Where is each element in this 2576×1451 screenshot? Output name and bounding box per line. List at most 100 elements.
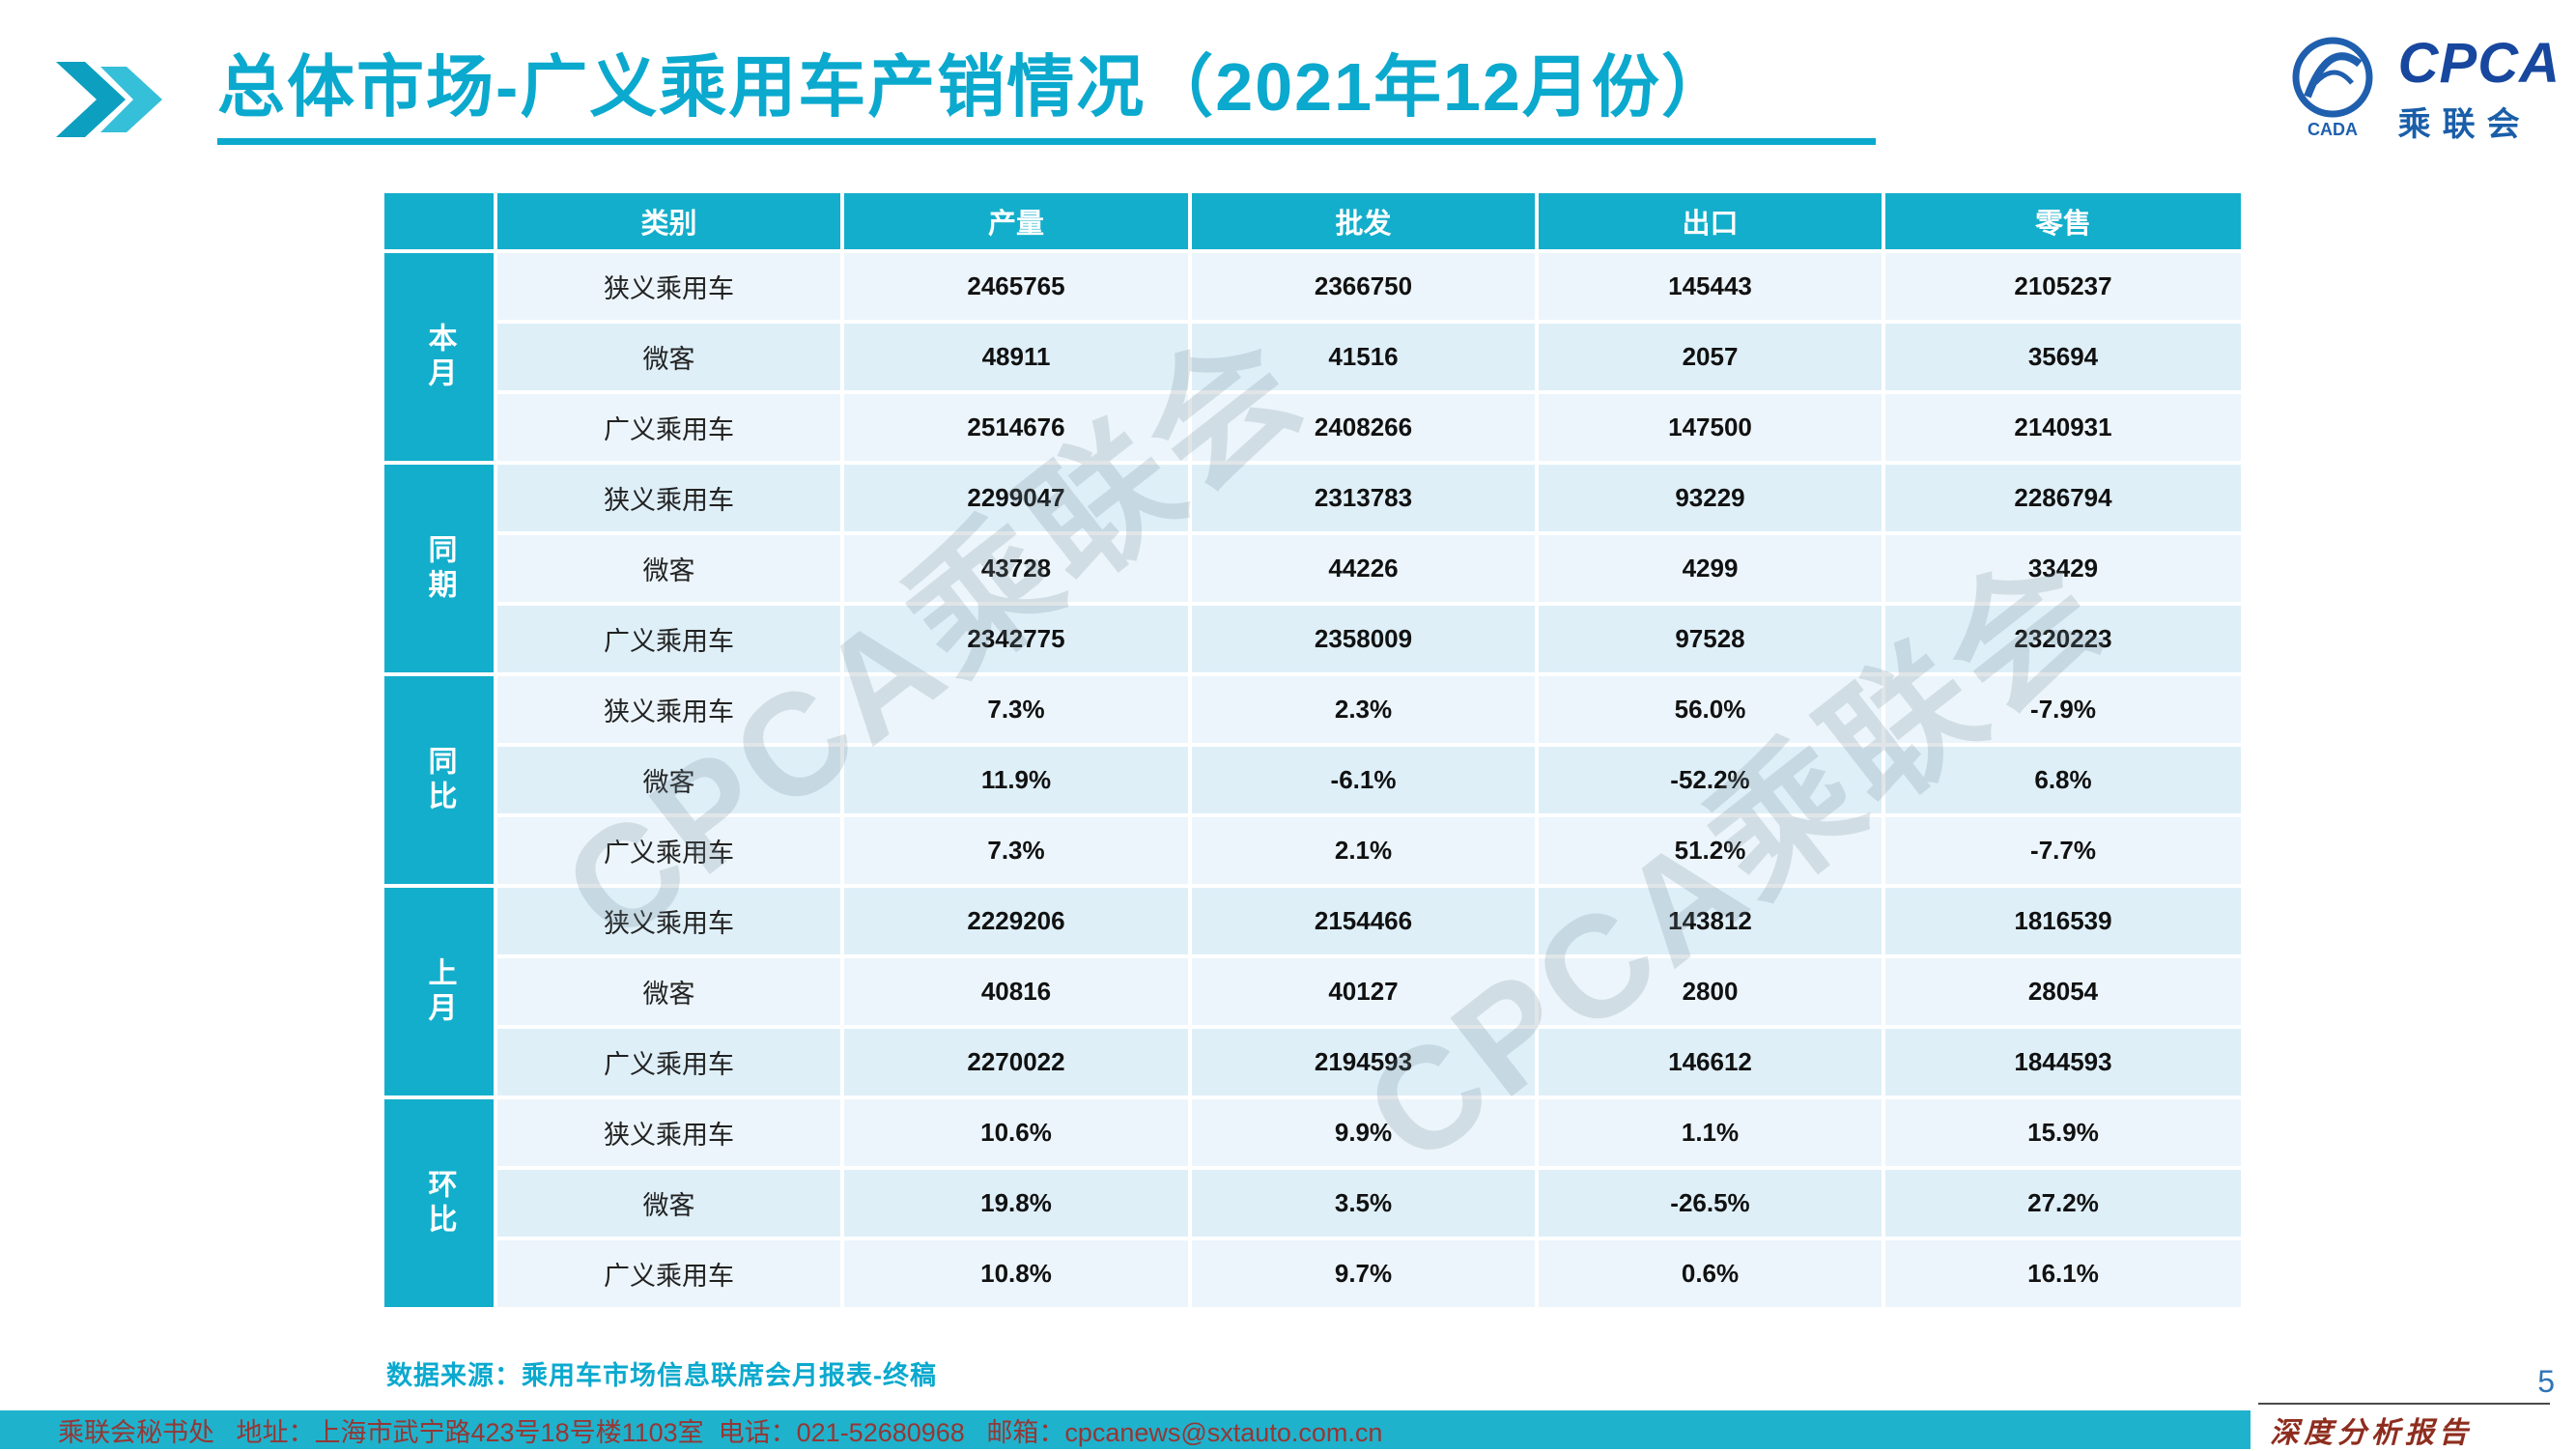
row-group-label: 同期 [384, 465, 494, 672]
category-cell: 广义乘用车 [497, 394, 840, 461]
market-table: 类别 产量 批发 出口 零售 本月 狭义乘用车 2465765 2366750 145443 210… [384, 193, 2241, 1307]
value-cell: 4299 [1539, 535, 1882, 602]
category-cell: 狭义乘用车 [497, 1099, 840, 1166]
category-cell: 狭义乘用车 [497, 465, 840, 531]
value-cell: -52.2% [1539, 747, 1882, 813]
column-header: 出口 [1539, 193, 1882, 249]
value-cell: 2299047 [844, 465, 1188, 531]
value-cell: 146612 [1539, 1029, 1882, 1095]
value-cell: 33429 [1885, 535, 2241, 602]
value-cell: 41516 [1192, 324, 1535, 390]
value-cell: -7.9% [1885, 676, 2241, 743]
category-cell: 广义乘用车 [497, 1240, 840, 1307]
logo-name: CPCA [2397, 31, 2561, 95]
column-header: 零售 [1885, 193, 2241, 249]
value-cell: 3.5% [1192, 1170, 1535, 1237]
value-cell: 40816 [844, 958, 1188, 1025]
column-header: 批发 [1192, 193, 1535, 249]
value-cell: 11.9% [844, 747, 1188, 813]
value-cell: 27.2% [1885, 1170, 2241, 1237]
footer-strip: 乘联会秘书处 地址：上海市武宁路423号18号楼1103室 电话：021-526… [0, 1410, 2250, 1449]
table-corner-cell [384, 193, 494, 249]
value-cell: 2229206 [844, 888, 1188, 954]
value-cell: 143812 [1539, 888, 1882, 954]
category-cell: 微客 [497, 1170, 840, 1237]
data-source-note: 数据来源：乘用车市场信息联席会月报表-终稿 [386, 1361, 937, 1390]
value-cell: -26.5% [1539, 1170, 1882, 1237]
category-cell: 狭义乘用车 [497, 676, 840, 743]
value-cell: 44226 [1192, 535, 1535, 602]
value-cell: 40127 [1192, 958, 1535, 1025]
value-cell: 9.9% [1192, 1099, 1535, 1166]
value-cell: 48911 [844, 324, 1188, 390]
row-group-label: 同比 [384, 676, 494, 884]
category-cell: 广义乘用车 [497, 1029, 840, 1095]
value-cell: 2800 [1539, 958, 1882, 1025]
value-cell: 43728 [844, 535, 1188, 602]
value-cell: 145443 [1539, 253, 1882, 320]
value-cell: 1844593 [1885, 1029, 2241, 1095]
value-cell: 16.1% [1885, 1240, 2241, 1307]
value-cell: 147500 [1539, 394, 1882, 461]
value-cell: 10.6% [844, 1099, 1188, 1166]
value-cell: 0.6% [1539, 1240, 1882, 1307]
value-cell: 1.1% [1539, 1099, 1882, 1166]
category-cell: 微客 [497, 747, 840, 813]
cada-emblem-text: CADA [2307, 120, 2358, 139]
value-cell: 51.2% [1539, 817, 1882, 884]
value-cell: 93229 [1539, 465, 1882, 531]
value-cell: 2358009 [1192, 606, 1535, 672]
page-title: 总体市场-广义乘用车产销情况（2021年12月份） [217, 48, 1876, 145]
value-cell: 2140931 [1885, 394, 2241, 461]
value-cell: 2366750 [1192, 253, 1535, 320]
value-cell: 97528 [1539, 606, 1882, 672]
value-cell: 9.7% [1192, 1240, 1535, 1307]
category-cell: 微客 [497, 324, 840, 390]
value-cell: 2.3% [1192, 676, 1535, 743]
value-cell: 2514676 [844, 394, 1188, 461]
value-cell: -7.7% [1885, 817, 2241, 884]
row-group-label: 上月 [384, 888, 494, 1095]
value-cell: 28054 [1885, 958, 2241, 1025]
category-cell: 微客 [497, 535, 840, 602]
value-cell: 2313783 [1192, 465, 1535, 531]
category-cell: 狭义乘用车 [497, 253, 840, 320]
value-cell: 2270022 [844, 1029, 1188, 1095]
value-cell: -6.1% [1192, 747, 1535, 813]
cpca-logo: CADA CPCA 乘联会 [2279, 33, 2561, 147]
value-cell: 2320223 [1885, 606, 2241, 672]
value-cell: 10.8% [844, 1240, 1188, 1307]
value-cell: 15.9% [1885, 1099, 2241, 1166]
report-type-label: 深度分析报告 [2270, 1417, 2473, 1449]
category-cell: 狭义乘用车 [497, 888, 840, 954]
logo-subtitle: 乘联会 [2397, 105, 2532, 143]
value-cell: 2342775 [844, 606, 1188, 672]
value-cell: 2465765 [844, 253, 1188, 320]
row-group-label: 本月 [384, 253, 494, 461]
category-cell: 广义乘用车 [497, 817, 840, 884]
value-cell: 56.0% [1539, 676, 1882, 743]
value-cell: 2057 [1539, 324, 1882, 390]
value-cell: 19.8% [844, 1170, 1188, 1237]
column-header: 类别 [497, 193, 840, 249]
value-cell: 2.1% [1192, 817, 1535, 884]
value-cell: 1816539 [1885, 888, 2241, 954]
value-cell: 35694 [1885, 324, 2241, 390]
value-cell: 7.3% [844, 817, 1188, 884]
value-cell: 2286794 [1885, 465, 2241, 531]
value-cell: 2154466 [1192, 888, 1535, 954]
category-cell: 微客 [497, 958, 840, 1025]
contact-info: 乘联会秘书处 地址：上海市武宁路423号18号楼1103室 电话：021-526… [58, 1417, 1383, 1447]
column-header: 产量 [844, 193, 1188, 249]
value-cell: 2105237 [1885, 253, 2241, 320]
value-cell: 7.3% [844, 676, 1188, 743]
cada-emblem-icon: CADA [2292, 37, 2373, 139]
value-cell: 2408266 [1192, 394, 1535, 461]
title-chevrons-icon [56, 62, 177, 142]
value-cell: 6.8% [1885, 747, 2241, 813]
category-cell: 广义乘用车 [497, 606, 840, 672]
page-number: 5 [2537, 1364, 2555, 1399]
value-cell: 2194593 [1192, 1029, 1535, 1095]
row-group-label: 环比 [384, 1099, 494, 1307]
